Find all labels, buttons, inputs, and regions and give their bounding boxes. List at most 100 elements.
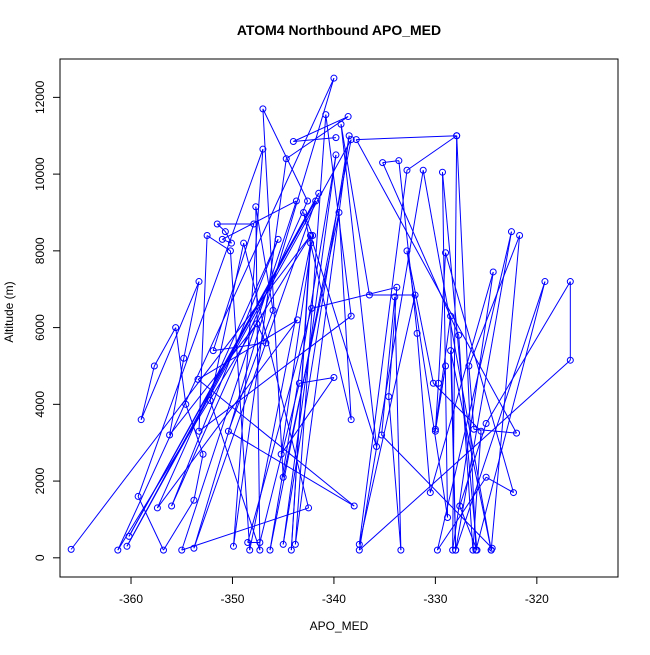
- series-line-segment: [282, 135, 350, 545]
- series-line-segment: [256, 323, 267, 344]
- series-line-segment: [140, 281, 200, 420]
- data-point: [307, 239, 315, 247]
- series-line-segment: [293, 116, 349, 142]
- data-point: [444, 514, 452, 522]
- data-point: [482, 473, 490, 481]
- data-point: [332, 151, 340, 159]
- series-line-segment: [468, 365, 475, 430]
- data-point: [355, 546, 363, 554]
- data-point: [465, 362, 473, 370]
- data-point: [203, 232, 211, 240]
- data-point: [391, 293, 399, 301]
- series-line-segment: [434, 316, 452, 430]
- data-point: [470, 425, 478, 433]
- data-point: [397, 546, 405, 554]
- data-point: [150, 362, 158, 370]
- data-point: [195, 278, 203, 286]
- series-line-segment: [303, 212, 314, 236]
- series-line-segment: [406, 135, 457, 171]
- series-line-segment: [212, 223, 255, 351]
- series-line-segment: [358, 359, 571, 551]
- series-line-segment: [456, 135, 477, 551]
- data-point: [168, 502, 176, 510]
- data-point: [566, 278, 574, 286]
- data-point: [429, 379, 437, 387]
- series-line-segment: [445, 252, 514, 493]
- series-line-segment: [259, 383, 300, 543]
- data-point: [442, 249, 450, 257]
- series-line-segment: [228, 430, 355, 507]
- series-line-segment: [358, 294, 416, 545]
- data-point: [209, 347, 217, 355]
- series-line-segment: [468, 235, 521, 367]
- series-line-segment: [216, 223, 226, 233]
- series-line-segment: [137, 149, 264, 497]
- data-point: [395, 157, 403, 165]
- data-point: [472, 546, 480, 554]
- data-point: [453, 132, 461, 140]
- y-tick-label: 10000: [33, 157, 47, 191]
- data-point: [482, 420, 490, 428]
- data-point: [347, 136, 355, 144]
- data-point: [330, 373, 338, 381]
- y-tick-label: 6000: [33, 314, 47, 341]
- data-point: [256, 546, 264, 554]
- x-tick-label: -340: [322, 592, 346, 606]
- data-point: [330, 74, 338, 82]
- series-line-segment: [156, 319, 298, 509]
- data-point: [262, 339, 270, 347]
- series-line-segment: [355, 139, 517, 434]
- plot-layer: -360 -350 -340 -330 -320 0 2000 4000 6000 8000 100…: [33, 58, 619, 606]
- series-line-segment: [394, 296, 402, 551]
- data-point: [322, 111, 330, 119]
- series-line-segment: [338, 212, 352, 420]
- series-line-segment: [232, 149, 264, 547]
- data-point: [259, 145, 267, 153]
- data-point: [166, 431, 174, 439]
- data-point: [426, 489, 434, 497]
- data-point: [365, 291, 373, 299]
- series-line-segment: [206, 235, 231, 252]
- data-point: [287, 546, 295, 554]
- y-axis-label: Altitude (m): [2, 281, 16, 342]
- data-point: [182, 400, 190, 408]
- series-line-segment: [247, 308, 313, 543]
- data-point: [513, 429, 521, 437]
- series-line-segment: [441, 172, 449, 518]
- series-line-segment: [303, 212, 352, 420]
- data-point: [134, 492, 142, 500]
- data-point: [344, 113, 352, 121]
- series-line-segment: [455, 231, 512, 551]
- data-point: [244, 538, 252, 546]
- data-point: [279, 473, 287, 481]
- data-point: [566, 356, 574, 364]
- data-point: [393, 283, 401, 291]
- series-line-segment: [388, 396, 402, 551]
- series-line-segment: [436, 231, 512, 551]
- series-line-segment: [209, 400, 261, 551]
- data-point: [433, 546, 441, 554]
- data-point: [312, 197, 320, 205]
- series-line-segment: [381, 434, 493, 549]
- series-line-segment: [153, 327, 177, 367]
- series-line-segment: [490, 547, 493, 551]
- series-line-segment: [193, 78, 335, 549]
- data-point: [307, 232, 315, 240]
- data-point: [403, 247, 411, 255]
- series-line-segment: [416, 333, 431, 493]
- data-point: [456, 502, 464, 510]
- data-point: [431, 425, 439, 433]
- series-line-segment: [450, 350, 457, 551]
- data-point: [180, 354, 188, 362]
- data-point: [411, 291, 419, 299]
- data-point: [347, 416, 355, 424]
- series-line-segment: [356, 135, 457, 141]
- data-point: [477, 427, 485, 435]
- data-point: [373, 443, 381, 451]
- data-point: [507, 228, 515, 236]
- data-point: [153, 504, 161, 512]
- series-line-segment: [262, 108, 284, 478]
- data-point: [332, 134, 340, 142]
- x-tick-label: -350: [220, 592, 244, 606]
- series-line-segment: [209, 243, 245, 401]
